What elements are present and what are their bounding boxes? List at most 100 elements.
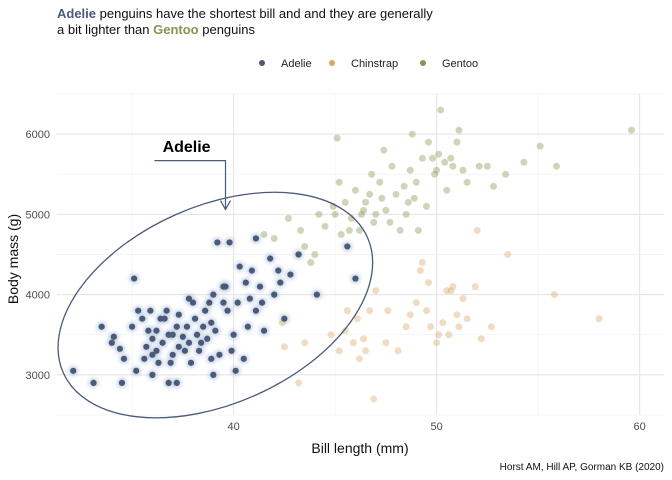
point-adelie [98,323,105,330]
point-gentoo [406,166,414,174]
point-adelie [161,315,168,322]
y-axis-title: Body mass (g) [5,214,21,304]
point-chinstrap [366,307,374,315]
point-gentoo [370,218,378,226]
legend-label-gentoo: Gentoo [442,58,478,70]
point-adelie [193,331,201,338]
point-gentoo [333,134,341,142]
point-adelie [252,307,260,314]
point-adelie [287,271,294,278]
point-gentoo [351,186,359,194]
point-adelie [135,307,142,314]
point-gentoo [284,214,292,222]
point-gentoo [414,226,422,234]
point-gentoo [335,178,343,186]
point-gentoo [345,226,353,234]
point-chinstrap [402,323,410,331]
point-adelie [131,275,138,282]
point-gentoo [431,170,439,178]
point-adelie [139,315,146,322]
point-chinstrap [449,283,457,291]
point-adelie [149,351,156,358]
point-chinstrap [370,395,378,403]
point-gentoo [520,158,528,166]
point-adelie [344,243,351,250]
point-adelie [228,347,235,354]
point-gentoo [628,126,636,134]
point-chinstrap [384,307,392,315]
subtitle-text: a bit lighter than [57,22,153,37]
point-adelie [196,347,203,354]
y-tick-label: 3000 [26,370,50,382]
point-adelie [189,299,197,306]
annotation-label: Adelie [163,139,211,156]
point-gentoo [422,202,430,210]
point-adelie [167,359,174,366]
point-adelie [181,347,188,354]
point-chinstrap [295,379,303,387]
point-gentoo [459,166,467,174]
point-adelie [206,299,213,306]
point-adelie [133,367,140,374]
point-chinstrap [453,311,461,319]
point-adelie [163,307,170,314]
point-chinstrap [445,331,453,339]
point-adelie [232,367,239,374]
point-adelie [159,339,166,346]
legend-key-gentoo [420,60,426,66]
point-gentoo [382,206,390,214]
point-adelie [210,291,217,298]
point-chinstrap [433,339,441,347]
axis-ticks: 40 50 60 3000 4000 5000 6000 [26,129,646,433]
point-chinstrap [425,279,433,287]
point-gentoo [453,138,461,146]
point-gentoo [437,106,445,114]
point-gentoo [449,162,457,170]
point-adelie [183,323,191,330]
point-adelie [185,339,193,346]
point-adelie [236,263,243,270]
point-adelie [204,335,211,342]
point-chinstrap [471,283,479,291]
point-gentoo [366,190,374,198]
point-gentoo [388,162,396,170]
point-gentoo [355,226,363,234]
point-adelie [256,283,264,290]
point-adelie [242,279,249,286]
point-adelie [230,331,237,338]
point-chinstrap [455,323,463,331]
point-gentoo [536,142,544,150]
point-gentoo [475,162,483,170]
point-adelie [313,291,320,298]
point-gentoo [502,170,510,178]
point-gentoo [386,218,394,226]
point-adelie [271,291,278,298]
point-gentoo [455,126,463,134]
legend-label-adelie: Adelie [281,58,312,70]
point-adelie [191,315,199,322]
point-adelie [110,333,117,340]
point-adelie [173,379,180,386]
point-adelie [145,327,152,334]
point-gentoo [402,210,410,218]
point-gentoo [447,154,455,162]
point-adelie [210,371,217,378]
point-adelie [141,355,148,362]
legend: Adelie Chinstrap Gentoo [259,58,478,70]
point-gentoo [410,194,418,202]
point-gentoo [412,178,420,186]
annotation-layer: Adelie [57,139,374,419]
chart-subtitle: Adelie penguins have the shortest bill a… [57,6,433,37]
point-chinstrap [353,315,361,323]
point-adelie [220,299,227,306]
point-adelie [200,323,207,330]
y-tick-label: 5000 [26,209,50,221]
point-chinstrap [418,259,426,267]
point-adelie [214,239,221,246]
point-adelie [179,333,186,340]
point-adelie [258,299,266,306]
point-gentoo [429,154,437,162]
point-chinstrap [422,307,430,315]
point-chinstrap [335,347,343,355]
x-tick-label: 50 [431,421,443,433]
